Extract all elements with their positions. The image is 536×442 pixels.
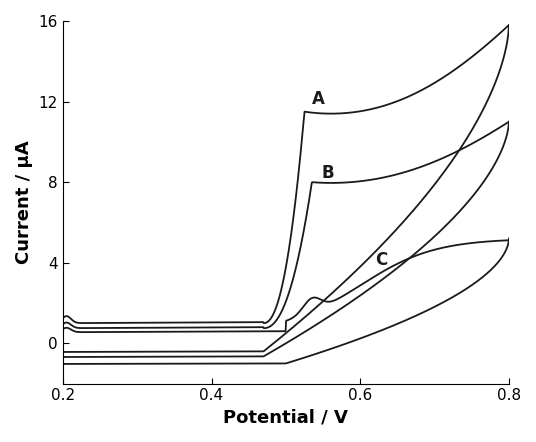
Text: A: A — [312, 90, 325, 107]
X-axis label: Potential / V: Potential / V — [224, 409, 348, 427]
Text: B: B — [322, 164, 334, 182]
Text: C: C — [375, 251, 388, 269]
Y-axis label: Current / μA: Current / μA — [15, 141, 33, 264]
